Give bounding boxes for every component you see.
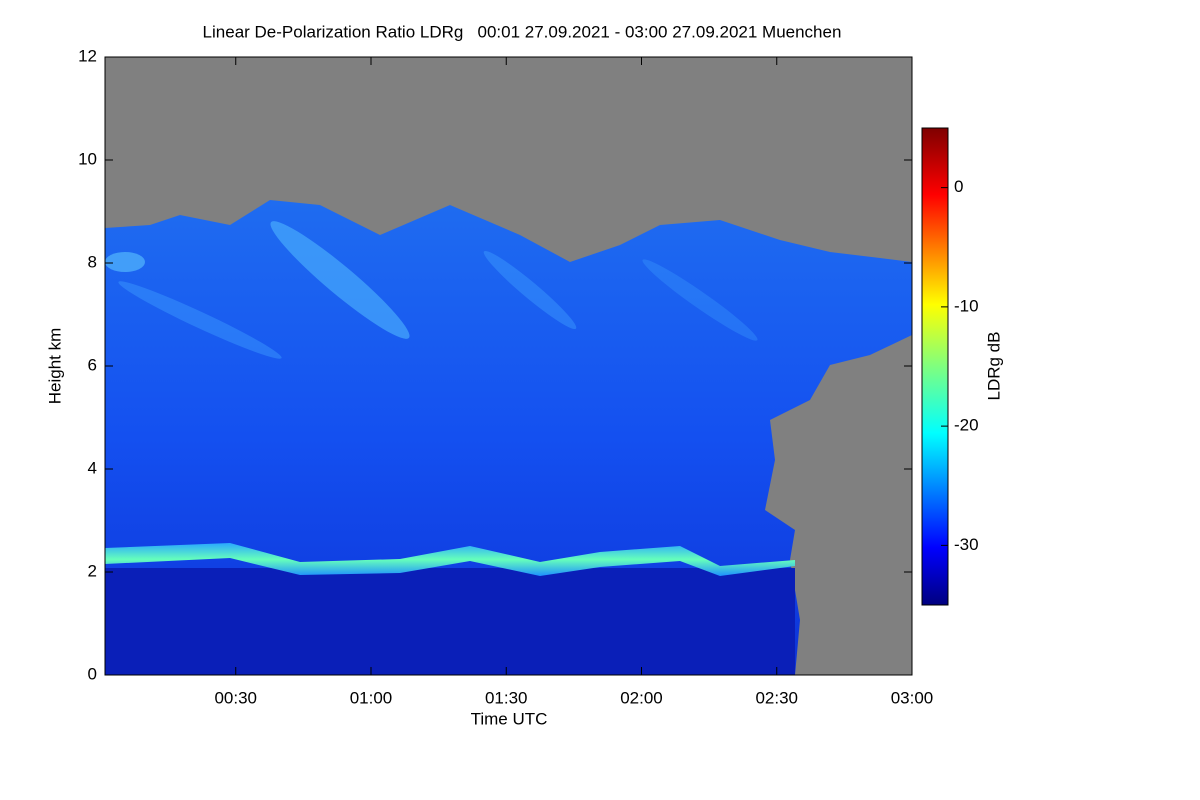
x-tick-label: 02:30 [755,688,798,707]
y-tick-label: 10 [78,149,97,168]
x-tick-label: 00:30 [214,688,257,707]
y-tick-label: 8 [88,252,97,271]
y-tick-label: 4 [88,458,97,477]
y-tick-label: 2 [88,561,97,580]
y-tick-label: 0 [88,664,97,683]
colorbar-tick-label: -10 [954,296,979,315]
x-tick-label: 01:00 [350,688,393,707]
x-tick-label: 02:00 [620,688,663,707]
x-tick-label: 03:00 [891,688,934,707]
y-axis-label: Height km [45,328,64,405]
x-axis-label: Time UTC [471,709,548,728]
colorbar-label: LDRg dB [984,332,1003,401]
x-tick-label: 01:30 [485,688,528,707]
heatmap-field [105,57,912,675]
y-tick-label: 12 [78,46,97,65]
chart-title: Linear De-Polarization Ratio LDRg 00:01 … [203,22,842,41]
colorbar-tick-label: -30 [954,535,979,554]
colorbar [921,127,949,606]
colorbar-tick-label: 0 [954,177,963,196]
y-tick-label: 6 [88,355,97,374]
colorbar-tick-label: -20 [954,416,979,435]
